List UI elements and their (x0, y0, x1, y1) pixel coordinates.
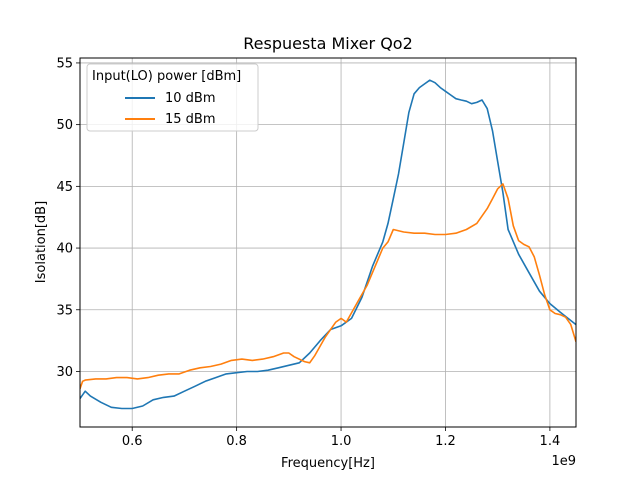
series-line-10dbm (80, 79, 576, 410)
x-tick-label: 1.0 (331, 434, 352, 449)
x-axis-label: Frequency[Hz] (281, 456, 375, 471)
legend-box (86, 63, 259, 132)
legend-entry-15dbm: 15 dBm (165, 112, 216, 127)
y-tick-label: 40 (56, 242, 73, 257)
legend-title: Input(LO) power [dBm] (92, 69, 241, 84)
x-tick-label: 1.2 (435, 434, 456, 449)
grid (80, 58, 576, 427)
x-tick-label: 0.6 (122, 434, 143, 449)
series-group (80, 79, 576, 410)
y-axis-label: Isolation[dB] (34, 201, 49, 283)
x-tick-label: 0.8 (226, 434, 247, 449)
y-tick-label: 55 (56, 56, 73, 71)
y-tick-label: 35 (56, 303, 73, 318)
y-tick-label: 45 (56, 180, 73, 195)
y-tick-label: 50 (56, 118, 73, 133)
legend-entry-10dbm: 10 dBm (165, 91, 216, 106)
legend: Input(LO) power [dBm] 10 dBm 15 dBm (86, 63, 259, 132)
chart-title: Respuesta Mixer Qo2 (243, 34, 413, 53)
x-tick-label: 1.4 (540, 434, 561, 449)
x-axis-offset-label: 1e9 (551, 454, 576, 469)
series-line-15dbm (80, 183, 576, 389)
y-tick-label: 30 (56, 365, 73, 380)
plot-frame (79, 57, 577, 428)
axis-ticks: 0.6 0.8 1.0 1.2 1.4 30 35 40 45 50 55 (56, 56, 560, 449)
